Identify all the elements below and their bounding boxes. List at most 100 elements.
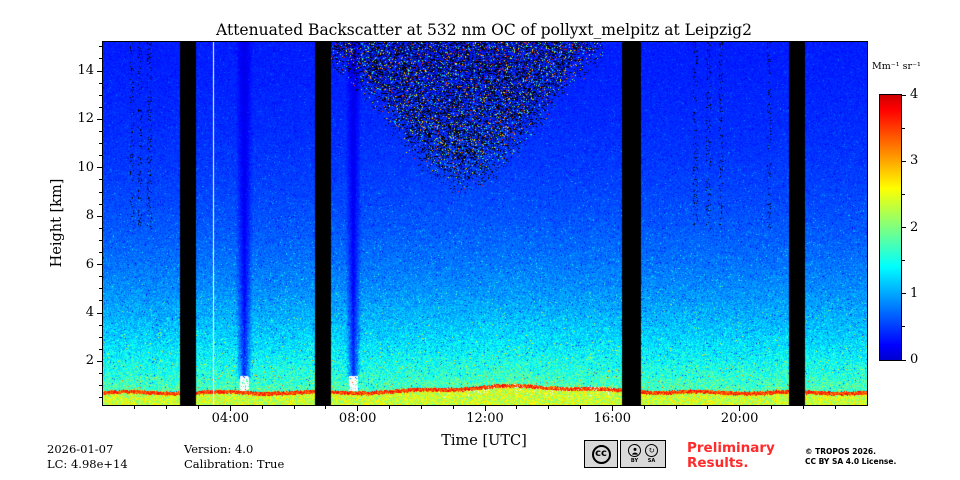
x-axis-label: Time [UTC] — [441, 433, 527, 449]
y-minor-tick — [99, 324, 102, 326]
cc-sa-label: SA — [647, 458, 656, 464]
copyright-line1: © TROPOS 2026. — [805, 447, 876, 456]
cc-sa-arrow-icon: ↻ — [645, 444, 658, 457]
y-tick-label: 10 — [77, 159, 94, 175]
y-tick-label: 8 — [85, 208, 94, 224]
x-tick — [357, 406, 359, 411]
x-tick — [484, 406, 486, 411]
x-tick-label: 16:00 — [593, 411, 632, 426]
y-tick — [97, 167, 102, 169]
x-minor-tick — [707, 406, 709, 409]
y-tick — [97, 360, 102, 362]
y-minor-tick — [99, 288, 102, 290]
y-tick-label: 4 — [85, 305, 94, 321]
x-minor-tick — [293, 406, 295, 409]
cb-minor-tick — [902, 193, 905, 195]
cb-minor-tick — [902, 260, 905, 262]
x-minor-tick — [389, 406, 390, 409]
x-minor-tick — [134, 406, 136, 409]
cb-tick-label: 3 — [910, 153, 919, 169]
cb-tick — [902, 227, 906, 228]
x-minor-tick — [420, 406, 422, 409]
y-minor-tick — [99, 203, 102, 205]
version-label: Version: 4.0 — [184, 442, 254, 456]
cc-by-group: BY — [628, 444, 641, 464]
y-minor-tick — [99, 227, 102, 229]
x-minor-tick — [548, 406, 550, 409]
x-tick-label: 08:00 — [338, 411, 377, 426]
y-minor-tick — [99, 46, 102, 48]
y-minor-tick — [99, 252, 102, 254]
y-minor-tick — [99, 191, 102, 193]
y-minor-tick — [99, 336, 102, 338]
preliminary-results-note: Preliminary Results. — [687, 441, 775, 471]
backscatter-heatmap-canvas — [103, 42, 867, 405]
x-minor-tick — [643, 406, 645, 409]
x-tick — [611, 406, 613, 411]
y-tick — [97, 118, 102, 120]
calibration-label: Calibration: True — [184, 457, 285, 471]
cc-sa-group: ↻ SA — [645, 444, 658, 464]
cb-tick — [902, 160, 906, 162]
chart-title: Attenuated Backscatter at 532 nm OC of p… — [216, 21, 752, 39]
x-minor-tick — [580, 406, 581, 409]
colorbar-label: Mm⁻¹ sr⁻¹ — [872, 61, 921, 72]
cb-tick — [902, 293, 906, 295]
y-minor-tick — [99, 179, 102, 181]
y-minor-tick — [99, 397, 102, 399]
colorbar-gradient-canvas — [880, 95, 901, 360]
y-minor-tick — [99, 385, 102, 387]
cb-minor-tick — [902, 127, 905, 129]
y-tick-label: 2 — [85, 353, 94, 369]
x-tick-label: 12:00 — [466, 411, 504, 426]
cc-by-sa-badge: BY ↻ SA — [620, 440, 666, 468]
y-minor-tick — [99, 94, 102, 96]
cc-by-person-icon — [628, 444, 641, 457]
lidar-constant-label: LC: 4.98e+14 — [47, 457, 128, 471]
copyright-line2: CC BY SA 4.0 License. — [805, 456, 897, 466]
y-minor-tick — [99, 143, 102, 145]
y-minor-tick — [99, 276, 102, 278]
plot-area — [102, 41, 868, 406]
x-minor-tick — [516, 406, 518, 409]
x-minor-tick — [198, 406, 199, 409]
preliminary-line2: Results. — [687, 455, 749, 471]
cb-minor-tick — [902, 326, 905, 328]
cb-tick — [902, 359, 906, 361]
y-minor-tick — [99, 82, 102, 84]
y-minor-tick — [99, 239, 102, 241]
y-minor-tick — [99, 348, 102, 350]
y-tick — [97, 215, 102, 217]
cb-tick-label: 0 — [910, 352, 919, 367]
colorbar — [879, 94, 902, 361]
y-tick — [97, 70, 102, 72]
y-minor-tick — [99, 373, 102, 375]
x-minor-tick — [452, 406, 454, 409]
x-minor-tick — [771, 406, 772, 409]
x-minor-tick — [166, 406, 168, 409]
preliminary-line1: Preliminary — [687, 440, 775, 456]
x-minor-tick — [802, 406, 804, 409]
cc-license-badge: cc — [584, 440, 618, 468]
x-tick — [229, 406, 231, 411]
y-tick-label: 12 — [77, 111, 94, 127]
cb-tick-label: 4 — [910, 87, 919, 102]
x-minor-tick — [325, 406, 327, 409]
y-tick — [97, 264, 102, 266]
y-minor-tick — [99, 131, 102, 133]
x-minor-tick — [675, 406, 677, 409]
cb-tick — [902, 94, 906, 96]
cc-icon-text: cc — [595, 448, 607, 459]
cc-by-label: BY — [630, 458, 639, 464]
y-tick — [97, 312, 102, 314]
x-minor-tick — [261, 406, 263, 409]
date-label: 2026-01-07 — [47, 442, 114, 456]
y-minor-tick — [99, 300, 102, 302]
y-minor-tick — [99, 106, 102, 108]
cb-tick-label: 2 — [910, 219, 919, 235]
y-minor-tick — [99, 58, 102, 60]
x-tick-label: 04:00 — [211, 411, 250, 426]
x-tick-label: 20:00 — [720, 411, 759, 426]
x-tick — [739, 406, 741, 411]
